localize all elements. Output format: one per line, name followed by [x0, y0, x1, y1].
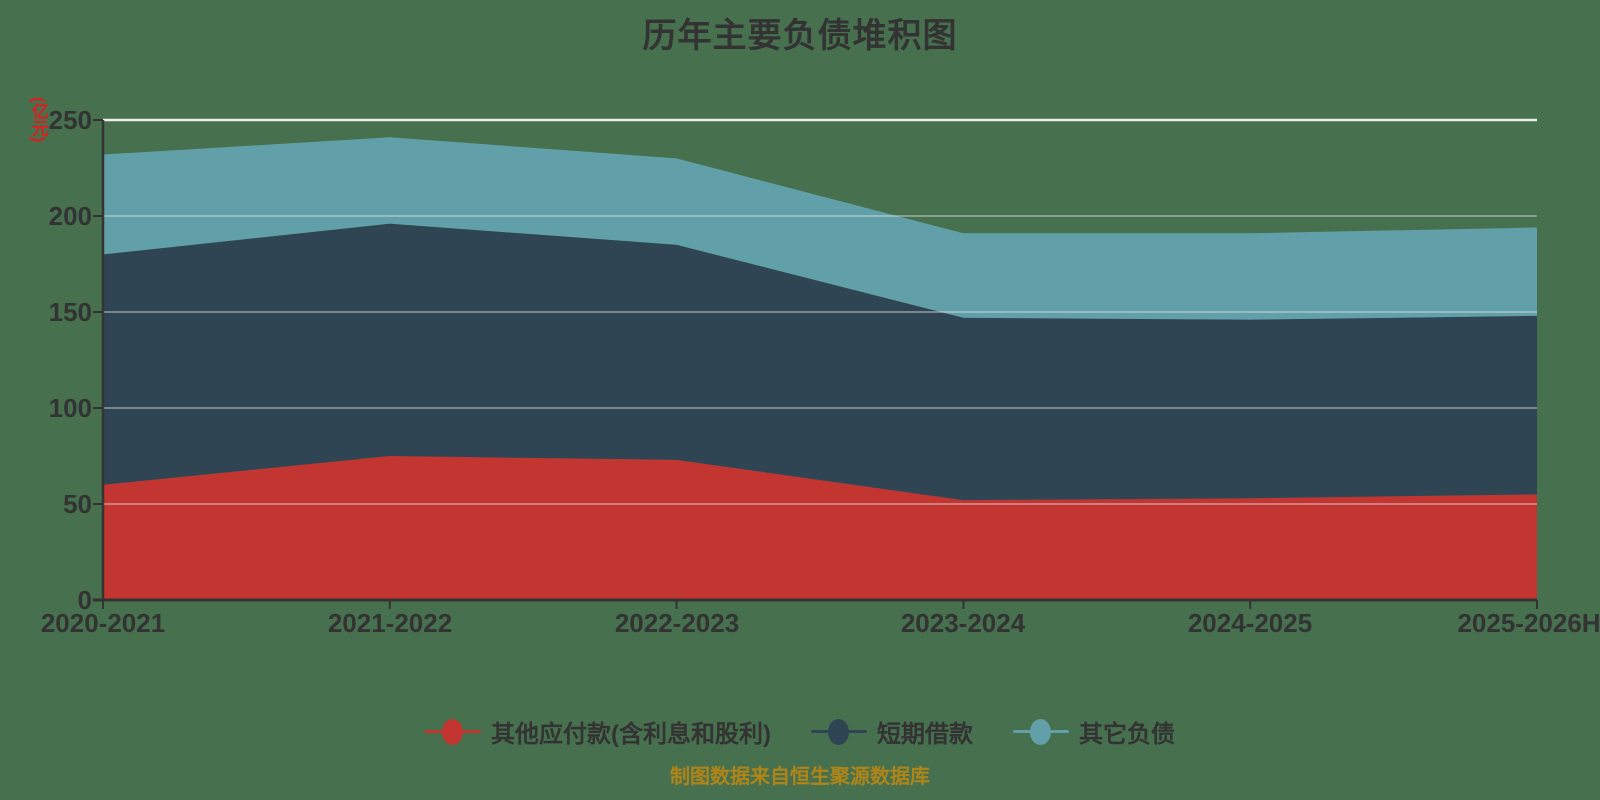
data-source-note: 制图数据来自恒生聚源数据库: [670, 766, 930, 788]
line-circle-marker-icon: [425, 718, 481, 746]
legend-item-short-term-borrowings[interactable]: 短期借款: [810, 714, 973, 749]
y-axis-tick-label: 50: [63, 489, 92, 519]
line-circle-marker-icon: [1012, 718, 1069, 746]
y-axis-tick-label: 250: [48, 105, 92, 135]
y-axis-tick-label: 150: [48, 297, 92, 327]
x-axis-tick-label: 2023-2024: [900, 608, 1026, 638]
y-axis-tick-label: 200: [48, 201, 92, 231]
legend-label: 其它负债: [1078, 721, 1175, 748]
x-axis-tick-label: 2024-2025: [1187, 608, 1313, 638]
line-circle-marker-icon: [810, 718, 867, 746]
legend: 其他应付款(含利息和股利) 短期借款 其它负债: [0, 714, 1600, 749]
y-axis-unit-label: (亿元): [29, 97, 48, 143]
x-axis-tick-label: 2021-2022: [327, 608, 453, 638]
legend-item-other-payables[interactable]: 其他应付款(含利息和股利): [425, 714, 771, 749]
y-axis-tick-label: 100: [48, 393, 92, 423]
chart-title: 历年主要负债堆积图: [642, 17, 958, 55]
legend-label: 其他应付款(含利息和股利): [491, 721, 771, 748]
x-axis-tick-label: 2020-2021: [40, 608, 166, 638]
legend-item-other-liabilities[interactable]: 其它负债: [1012, 714, 1175, 749]
x-axis-tick-label: 2025-2026H: [1457, 608, 1600, 638]
legend-label: 短期借款: [876, 721, 973, 748]
y-axis-tick-label: 0: [77, 585, 92, 615]
x-axis-tick-label: 2022-2023: [614, 608, 740, 638]
